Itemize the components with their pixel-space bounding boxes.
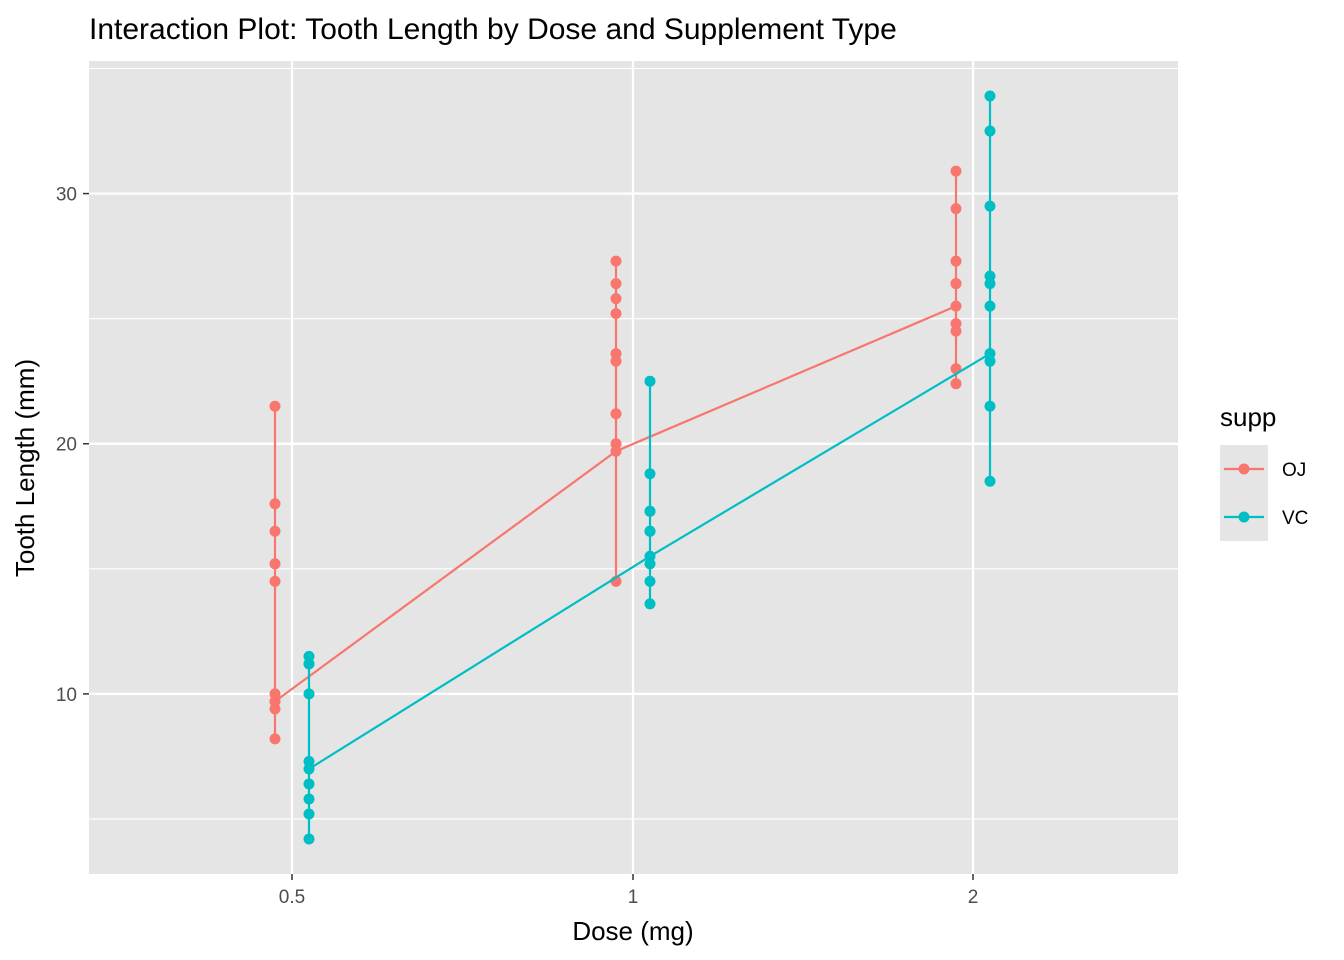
chart-title: Interaction Plot: Tooth Length by Dose a… [89, 13, 897, 46]
data-point-vc [984, 400, 996, 412]
data-point-oj [610, 438, 622, 450]
legend-key-point [1238, 463, 1250, 475]
x-tick-label: 1 [628, 887, 639, 908]
axis-layer: 10 20 30 0.5 1 2 [56, 185, 978, 908]
data-point-oj [269, 525, 281, 537]
data-point-oj [610, 308, 622, 320]
data-point-vc [303, 688, 315, 700]
series-vc [303, 90, 996, 845]
data-point-oj [269, 733, 281, 745]
data-point-vc [644, 525, 656, 537]
data-point-oj [269, 558, 281, 570]
data-point-oj [269, 400, 281, 412]
y-tick-label: 30 [56, 185, 77, 206]
data-point-vc [644, 575, 656, 587]
data-point-oj [950, 278, 962, 290]
data-point-oj [950, 165, 962, 177]
data-point-oj [610, 278, 622, 290]
data-point-vc [303, 658, 315, 670]
data-point-oj [950, 255, 962, 267]
data-point-oj [950, 378, 962, 390]
data-point-oj [610, 408, 622, 420]
data-point-vc [644, 550, 656, 562]
data-point-vc [303, 778, 315, 790]
data-point-oj [950, 203, 962, 215]
data-point-vc [644, 598, 656, 610]
data-point-vc [303, 793, 315, 805]
data-point-vc [984, 90, 996, 102]
data-point-vc [644, 468, 656, 480]
x-tick-label: 0.5 [279, 887, 305, 908]
data-point-vc [984, 125, 996, 137]
data-point-vc [303, 763, 315, 775]
data-point-vc [984, 475, 996, 487]
data-point-vc [303, 833, 315, 845]
data-point-oj [610, 255, 622, 267]
data-point-oj [610, 348, 622, 360]
data-point-vc [984, 200, 996, 212]
legend: supp OJ VC [1220, 402, 1308, 541]
data-point-vc [984, 300, 996, 312]
data-point-vc [644, 375, 656, 387]
legend-item-oj: OJ [1220, 445, 1306, 493]
series-layer [269, 90, 996, 845]
data-point-vc [984, 270, 996, 282]
grid-lines [89, 61, 1178, 874]
data-point-oj [610, 293, 622, 305]
data-point-vc [303, 808, 315, 820]
legend-key-point [1238, 511, 1250, 523]
legend-item-vc: VC [1220, 493, 1308, 541]
data-point-oj [269, 695, 281, 707]
series-oj [269, 165, 962, 745]
x-tick-label: 2 [968, 887, 979, 908]
y-tick-label: 10 [56, 685, 77, 706]
data-point-vc [984, 355, 996, 367]
legend-label: OJ [1282, 460, 1306, 481]
legend-label: VC [1282, 508, 1308, 529]
data-point-oj [950, 318, 962, 330]
y-tick-label: 20 [56, 435, 77, 456]
y-axis-title: Tooth Length (mm) [10, 359, 40, 577]
data-point-vc [644, 505, 656, 517]
data-point-oj [950, 300, 962, 312]
data-point-oj [269, 498, 281, 510]
data-point-oj [269, 575, 281, 587]
legend-title: supp [1220, 402, 1276, 432]
x-axis-title: Dose (mg) [572, 916, 693, 946]
